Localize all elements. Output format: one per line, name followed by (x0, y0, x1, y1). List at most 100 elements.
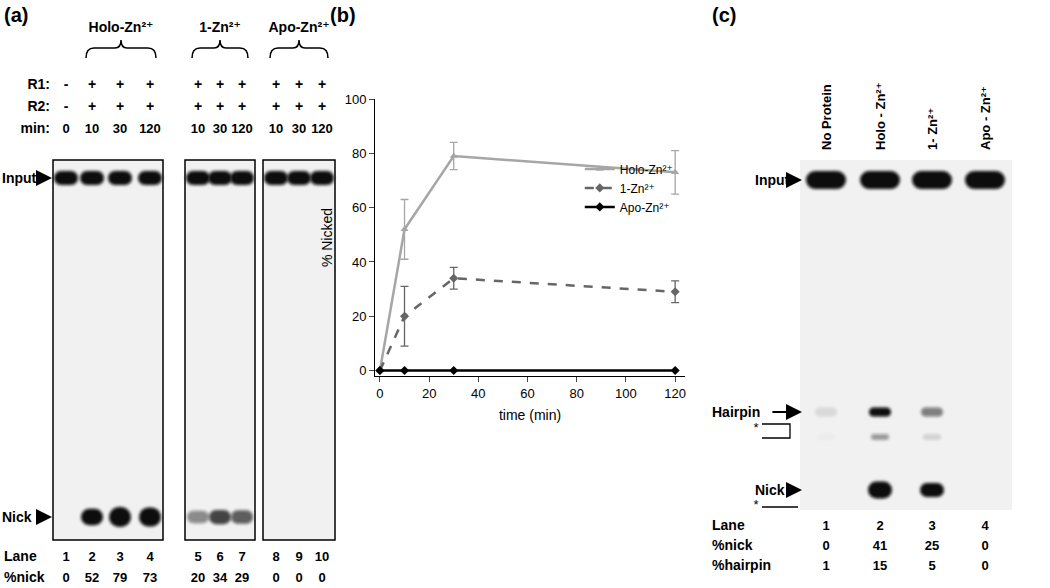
svg-text:3: 3 (116, 549, 123, 564)
svg-text:7: 7 (238, 549, 245, 564)
svg-text:8: 8 (272, 549, 279, 564)
svg-text:5: 5 (194, 549, 201, 564)
svg-text:R1:: R1: (27, 76, 50, 92)
svg-text:No Protein: No Protein (819, 84, 834, 150)
svg-text:%nick: %nick (4, 569, 45, 585)
svg-text:+: + (116, 98, 124, 114)
svg-text:6: 6 (216, 549, 223, 564)
svg-text:100: 100 (615, 386, 637, 401)
svg-text:+: + (318, 98, 326, 114)
svg-text:Apo-Zn²⁺: Apo-Zn²⁺ (268, 19, 329, 35)
svg-text:20: 20 (352, 309, 366, 324)
svg-text:Input: Input (755, 172, 790, 188)
svg-text:0: 0 (62, 121, 69, 136)
svg-text:+: + (272, 76, 280, 92)
svg-text:1: 1 (62, 549, 69, 564)
svg-text:52: 52 (85, 570, 99, 585)
svg-text:+: + (88, 98, 96, 114)
svg-text:Holo-Zn²⁺: Holo-Zn²⁺ (620, 163, 673, 177)
svg-text:+: + (194, 76, 202, 92)
svg-text:0: 0 (376, 386, 383, 401)
svg-text:+: + (88, 76, 96, 92)
svg-text:+: + (146, 98, 154, 114)
svg-text:+: + (272, 98, 280, 114)
svg-text:*: * (753, 420, 758, 435)
svg-text:(a): (a) (4, 4, 28, 26)
svg-text:1-Zn²⁺: 1-Zn²⁺ (199, 19, 241, 35)
svg-text:120: 120 (139, 121, 161, 136)
svg-text:9: 9 (295, 549, 302, 564)
svg-text:0: 0 (295, 570, 302, 585)
svg-text:120: 120 (311, 121, 333, 136)
svg-text:%hairpin: %hairpin (712, 557, 771, 573)
svg-text:(b): (b) (330, 4, 356, 26)
svg-text:79: 79 (113, 570, 127, 585)
svg-text:Apo-Zn²⁺: Apo-Zn²⁺ (620, 201, 670, 215)
svg-text:+: + (116, 76, 124, 92)
svg-text:-: - (64, 98, 69, 114)
svg-text:60: 60 (520, 386, 534, 401)
svg-text:0: 0 (318, 570, 325, 585)
svg-text:0: 0 (981, 538, 988, 553)
svg-text:+: + (216, 98, 224, 114)
svg-text:+: + (238, 76, 246, 92)
svg-text:30: 30 (113, 121, 127, 136)
svg-text:34: 34 (213, 570, 228, 585)
svg-text:1: 1 (822, 518, 829, 533)
svg-text:Nick: Nick (2, 509, 32, 525)
svg-text:5: 5 (928, 558, 935, 573)
svg-text:10: 10 (191, 121, 205, 136)
svg-text:R2:: R2: (27, 98, 50, 114)
svg-text:+: + (216, 76, 224, 92)
svg-text:min:: min: (20, 120, 50, 136)
svg-text:120: 120 (231, 121, 253, 136)
svg-text:% Nicked: % Nicked (319, 208, 335, 267)
svg-text:(c): (c) (712, 4, 736, 26)
svg-text:+: + (238, 98, 246, 114)
svg-text:0: 0 (822, 538, 829, 553)
svg-text:+: + (295, 76, 303, 92)
svg-text:60: 60 (352, 200, 366, 215)
svg-text:73: 73 (143, 570, 157, 585)
svg-text:+: + (318, 76, 326, 92)
svg-text:Holo-Zn²⁺: Holo-Zn²⁺ (89, 19, 154, 35)
svg-text:25: 25 (925, 538, 939, 553)
svg-text:0: 0 (62, 570, 69, 585)
svg-text:40: 40 (471, 386, 485, 401)
svg-text:4: 4 (981, 518, 989, 533)
svg-text:41: 41 (873, 538, 887, 553)
svg-text:10: 10 (315, 549, 329, 564)
svg-text:15: 15 (873, 558, 887, 573)
svg-text:0: 0 (272, 570, 279, 585)
svg-text:+: + (146, 76, 154, 92)
svg-text:+: + (194, 98, 202, 114)
svg-text:4: 4 (146, 549, 154, 564)
svg-text:Input: Input (2, 170, 37, 186)
svg-text:Nick: Nick (755, 482, 785, 498)
svg-text:30: 30 (213, 121, 227, 136)
svg-text:Lane: Lane (4, 548, 37, 564)
svg-text:time (min): time (min) (499, 407, 561, 423)
svg-text:80: 80 (352, 146, 366, 161)
svg-text:80: 80 (570, 386, 584, 401)
svg-text:0: 0 (981, 558, 988, 573)
svg-text:29: 29 (235, 570, 249, 585)
svg-text:100: 100 (345, 92, 367, 107)
svg-text:1-Zn²⁺: 1-Zn²⁺ (620, 182, 655, 196)
svg-text:Holo - Zn²⁺: Holo - Zn²⁺ (873, 82, 888, 150)
svg-text:120: 120 (664, 386, 686, 401)
svg-text:0: 0 (359, 363, 366, 378)
svg-text:40: 40 (352, 254, 366, 269)
svg-text:Lane: Lane (712, 517, 745, 533)
svg-text:-: - (64, 76, 69, 92)
svg-text:+: + (295, 98, 303, 114)
svg-text:2: 2 (88, 549, 95, 564)
svg-text:20: 20 (422, 386, 436, 401)
svg-text:30: 30 (292, 121, 306, 136)
svg-text:10: 10 (85, 121, 99, 136)
svg-text:Hairpin: Hairpin (712, 404, 760, 420)
svg-text:1- Zn²⁺: 1- Zn²⁺ (925, 108, 940, 150)
svg-text:*: * (753, 497, 758, 512)
svg-text:2: 2 (876, 518, 883, 533)
svg-text:10: 10 (269, 121, 283, 136)
